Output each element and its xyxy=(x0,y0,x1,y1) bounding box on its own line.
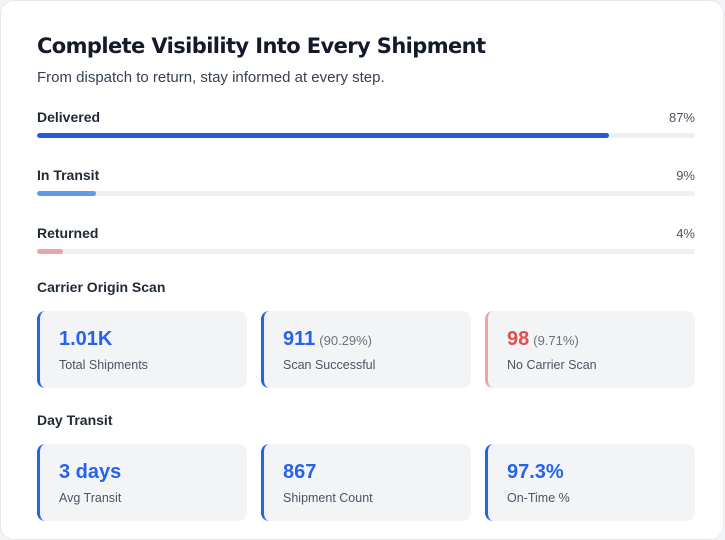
section-title-day-transit: Day Transit xyxy=(37,412,113,428)
stat-card-avg-transit: 3 days Avg Transit xyxy=(37,444,247,521)
page-subtitle: From dispatch to return, stay informed a… xyxy=(37,69,385,86)
stat-caption: Scan Successful xyxy=(283,358,376,372)
stat-value: 3 days xyxy=(59,461,122,483)
stat-card-total-shipments: 1.01K Total Shipments xyxy=(37,311,247,388)
progress-label: Returned xyxy=(37,225,99,241)
progress-fill xyxy=(37,133,610,138)
stat-card-shipment-count: 867 Shipment Count xyxy=(261,444,471,521)
stat-caption: No Carrier Scan xyxy=(507,358,597,372)
stat-card-on-time-percent: 97.3% On-Time % xyxy=(485,444,695,521)
stat-value: 911 (90.29%) xyxy=(283,328,373,350)
progress-track xyxy=(37,249,695,254)
stat-card-no-carrier-scan: 98 (9.71%) No Carrier Scan xyxy=(485,311,695,388)
progress-track xyxy=(37,191,695,196)
progress-fill xyxy=(37,249,64,254)
progress-fill xyxy=(37,191,97,196)
progress-percent: 87% xyxy=(668,110,695,125)
stat-value: 98 (9.71%) xyxy=(507,328,579,350)
stat-caption: Shipment Count xyxy=(283,491,373,505)
stat-card-scan-successful: 911 (90.29%) Scan Successful xyxy=(261,311,471,388)
stat-caption: Avg Transit xyxy=(59,491,122,505)
stat-value: 1.01K xyxy=(59,328,113,350)
stat-value: 97.3% xyxy=(507,461,564,483)
stat-caption: Total Shipments xyxy=(59,358,148,372)
progress-label: Delivered xyxy=(37,109,101,125)
stat-value: 867 xyxy=(283,461,317,483)
progress-percent: 9% xyxy=(676,168,695,183)
progress-percent: 4% xyxy=(676,226,695,241)
page-title: Complete Visibility Into Every Shipment xyxy=(37,34,486,58)
stat-caption: On-Time % xyxy=(507,491,570,505)
progress-label: In Transit xyxy=(37,167,100,183)
progress-track xyxy=(37,133,695,138)
section-title-carrier-origin-scan: Carrier Origin Scan xyxy=(37,279,166,295)
